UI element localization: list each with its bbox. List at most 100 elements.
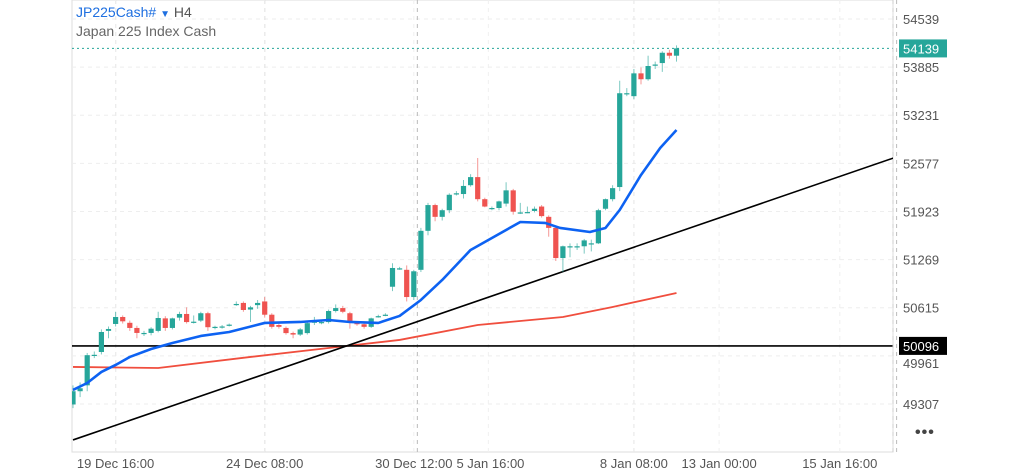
bullish-candle	[446, 194, 452, 211]
bullish-candle	[155, 318, 161, 331]
bullish-candle	[617, 93, 623, 188]
bullish-candle	[219, 326, 225, 328]
bearish-candle	[638, 73, 644, 80]
bearish-candle	[475, 177, 481, 200]
bullish-candle	[326, 311, 332, 323]
bullish-candle	[453, 193, 459, 195]
plot-frame	[71, 0, 894, 453]
bullish-candle	[304, 323, 310, 334]
y-tick-label: 51923	[903, 204, 939, 219]
more-options-button[interactable]: •••	[915, 424, 935, 441]
symbol-description: Japan 225 Index Cash	[76, 23, 217, 39]
bearish-candle	[432, 205, 438, 217]
bullish-candle	[72, 391, 76, 405]
symbol-name[interactable]: JP225Cash#	[76, 4, 157, 20]
y-tick-label: 52577	[903, 156, 939, 171]
bullish-candle	[191, 321, 197, 323]
bullish-candle	[588, 243, 594, 245]
bullish-candle	[148, 328, 154, 333]
bearish-candle	[127, 322, 133, 328]
bearish-candle	[404, 269, 410, 298]
plot-area	[72, 45, 893, 441]
bearish-candle	[510, 190, 516, 212]
bullish-candle	[602, 199, 609, 209]
bullish-candle	[645, 66, 651, 80]
bullish-candle	[333, 308, 339, 312]
x-tick-label: 5 Jan 16:00	[456, 456, 524, 471]
last-price-badge-bg	[899, 39, 947, 58]
bullish-candle	[531, 208, 538, 211]
bearish-candle	[546, 216, 552, 228]
bullish-candle	[169, 318, 175, 328]
fast-moving-average-line	[72, 129, 678, 392]
bearish-candle	[269, 314, 275, 327]
bearish-candle	[354, 322, 360, 325]
y-tick-label: 53885	[903, 60, 939, 75]
y-tick-label: 49307	[903, 397, 939, 412]
bullish-candle	[382, 314, 388, 316]
bullish-candle	[113, 316, 119, 324]
bearish-candle	[553, 227, 559, 259]
bullish-candle	[595, 210, 601, 244]
bearish-candle	[340, 308, 346, 312]
bullish-candle	[610, 188, 616, 200]
y-tick-label: 53231	[903, 108, 939, 123]
bearish-candle	[290, 333, 296, 335]
slow-moving-average-line	[72, 292, 677, 369]
bullish-candle	[631, 73, 637, 97]
bearish-candle	[240, 302, 246, 310]
x-tick-label: 19 Dec 16:00	[77, 456, 154, 471]
bearish-candle	[134, 327, 140, 333]
bullish-candle	[581, 240, 587, 247]
y-tick-label: 51269	[903, 253, 939, 268]
bullish-candle	[84, 355, 90, 386]
bearish-candle	[262, 301, 268, 315]
bullish-candle	[489, 208, 495, 210]
bullish-candle	[297, 329, 303, 335]
bullish-candle	[375, 316, 381, 318]
bullish-candle	[425, 205, 431, 231]
bullish-candle	[233, 303, 239, 306]
bullish-candle	[673, 48, 680, 56]
horizontal-line-price-badge: 50096	[903, 339, 939, 354]
bearish-candle	[666, 52, 672, 56]
bearish-candle	[539, 206, 545, 217]
y-tick-label: 54539	[903, 12, 939, 27]
x-tick-label: 30 Dec 12:00	[375, 456, 452, 471]
bearish-candle	[184, 313, 190, 323]
bullish-candle	[517, 212, 523, 214]
bullish-candle	[255, 302, 261, 306]
bullish-candle	[397, 268, 403, 270]
bullish-candle	[91, 354, 97, 357]
bullish-candle	[212, 326, 218, 329]
chart-header: JP225Cash# ▼ H4	[76, 4, 192, 23]
bearish-candle	[276, 325, 282, 327]
bullish-candle	[226, 324, 232, 326]
y-tick-label: 50615	[903, 301, 939, 316]
bearish-candle	[205, 313, 211, 328]
bullish-candle	[567, 246, 573, 248]
bullish-candle	[418, 230, 424, 270]
bullish-candle	[247, 307, 254, 310]
bullish-candle	[176, 313, 183, 318]
bullish-candle	[574, 246, 580, 248]
trendline	[72, 157, 893, 441]
caret-down-icon[interactable]: ▼	[160, 9, 170, 20]
x-tick-label: 13 Jan 00:00	[682, 456, 757, 471]
bullish-candle	[659, 52, 665, 64]
bearish-candle	[162, 318, 168, 328]
bullish-candle	[141, 332, 147, 335]
bearish-candle	[347, 313, 353, 323]
bullish-candle	[652, 64, 658, 66]
bullish-candle	[198, 313, 204, 321]
bullish-candle	[98, 331, 104, 353]
bullish-candle	[439, 210, 445, 217]
bullish-candle	[411, 271, 417, 298]
bearish-candle	[283, 327, 289, 334]
y-tick-label: 49961	[903, 356, 939, 371]
bullish-candle	[624, 93, 630, 95]
bullish-candle	[503, 190, 509, 204]
x-tick-label: 24 Dec 08:00	[226, 456, 303, 471]
timeframe-label[interactable]: H4	[173, 4, 192, 20]
